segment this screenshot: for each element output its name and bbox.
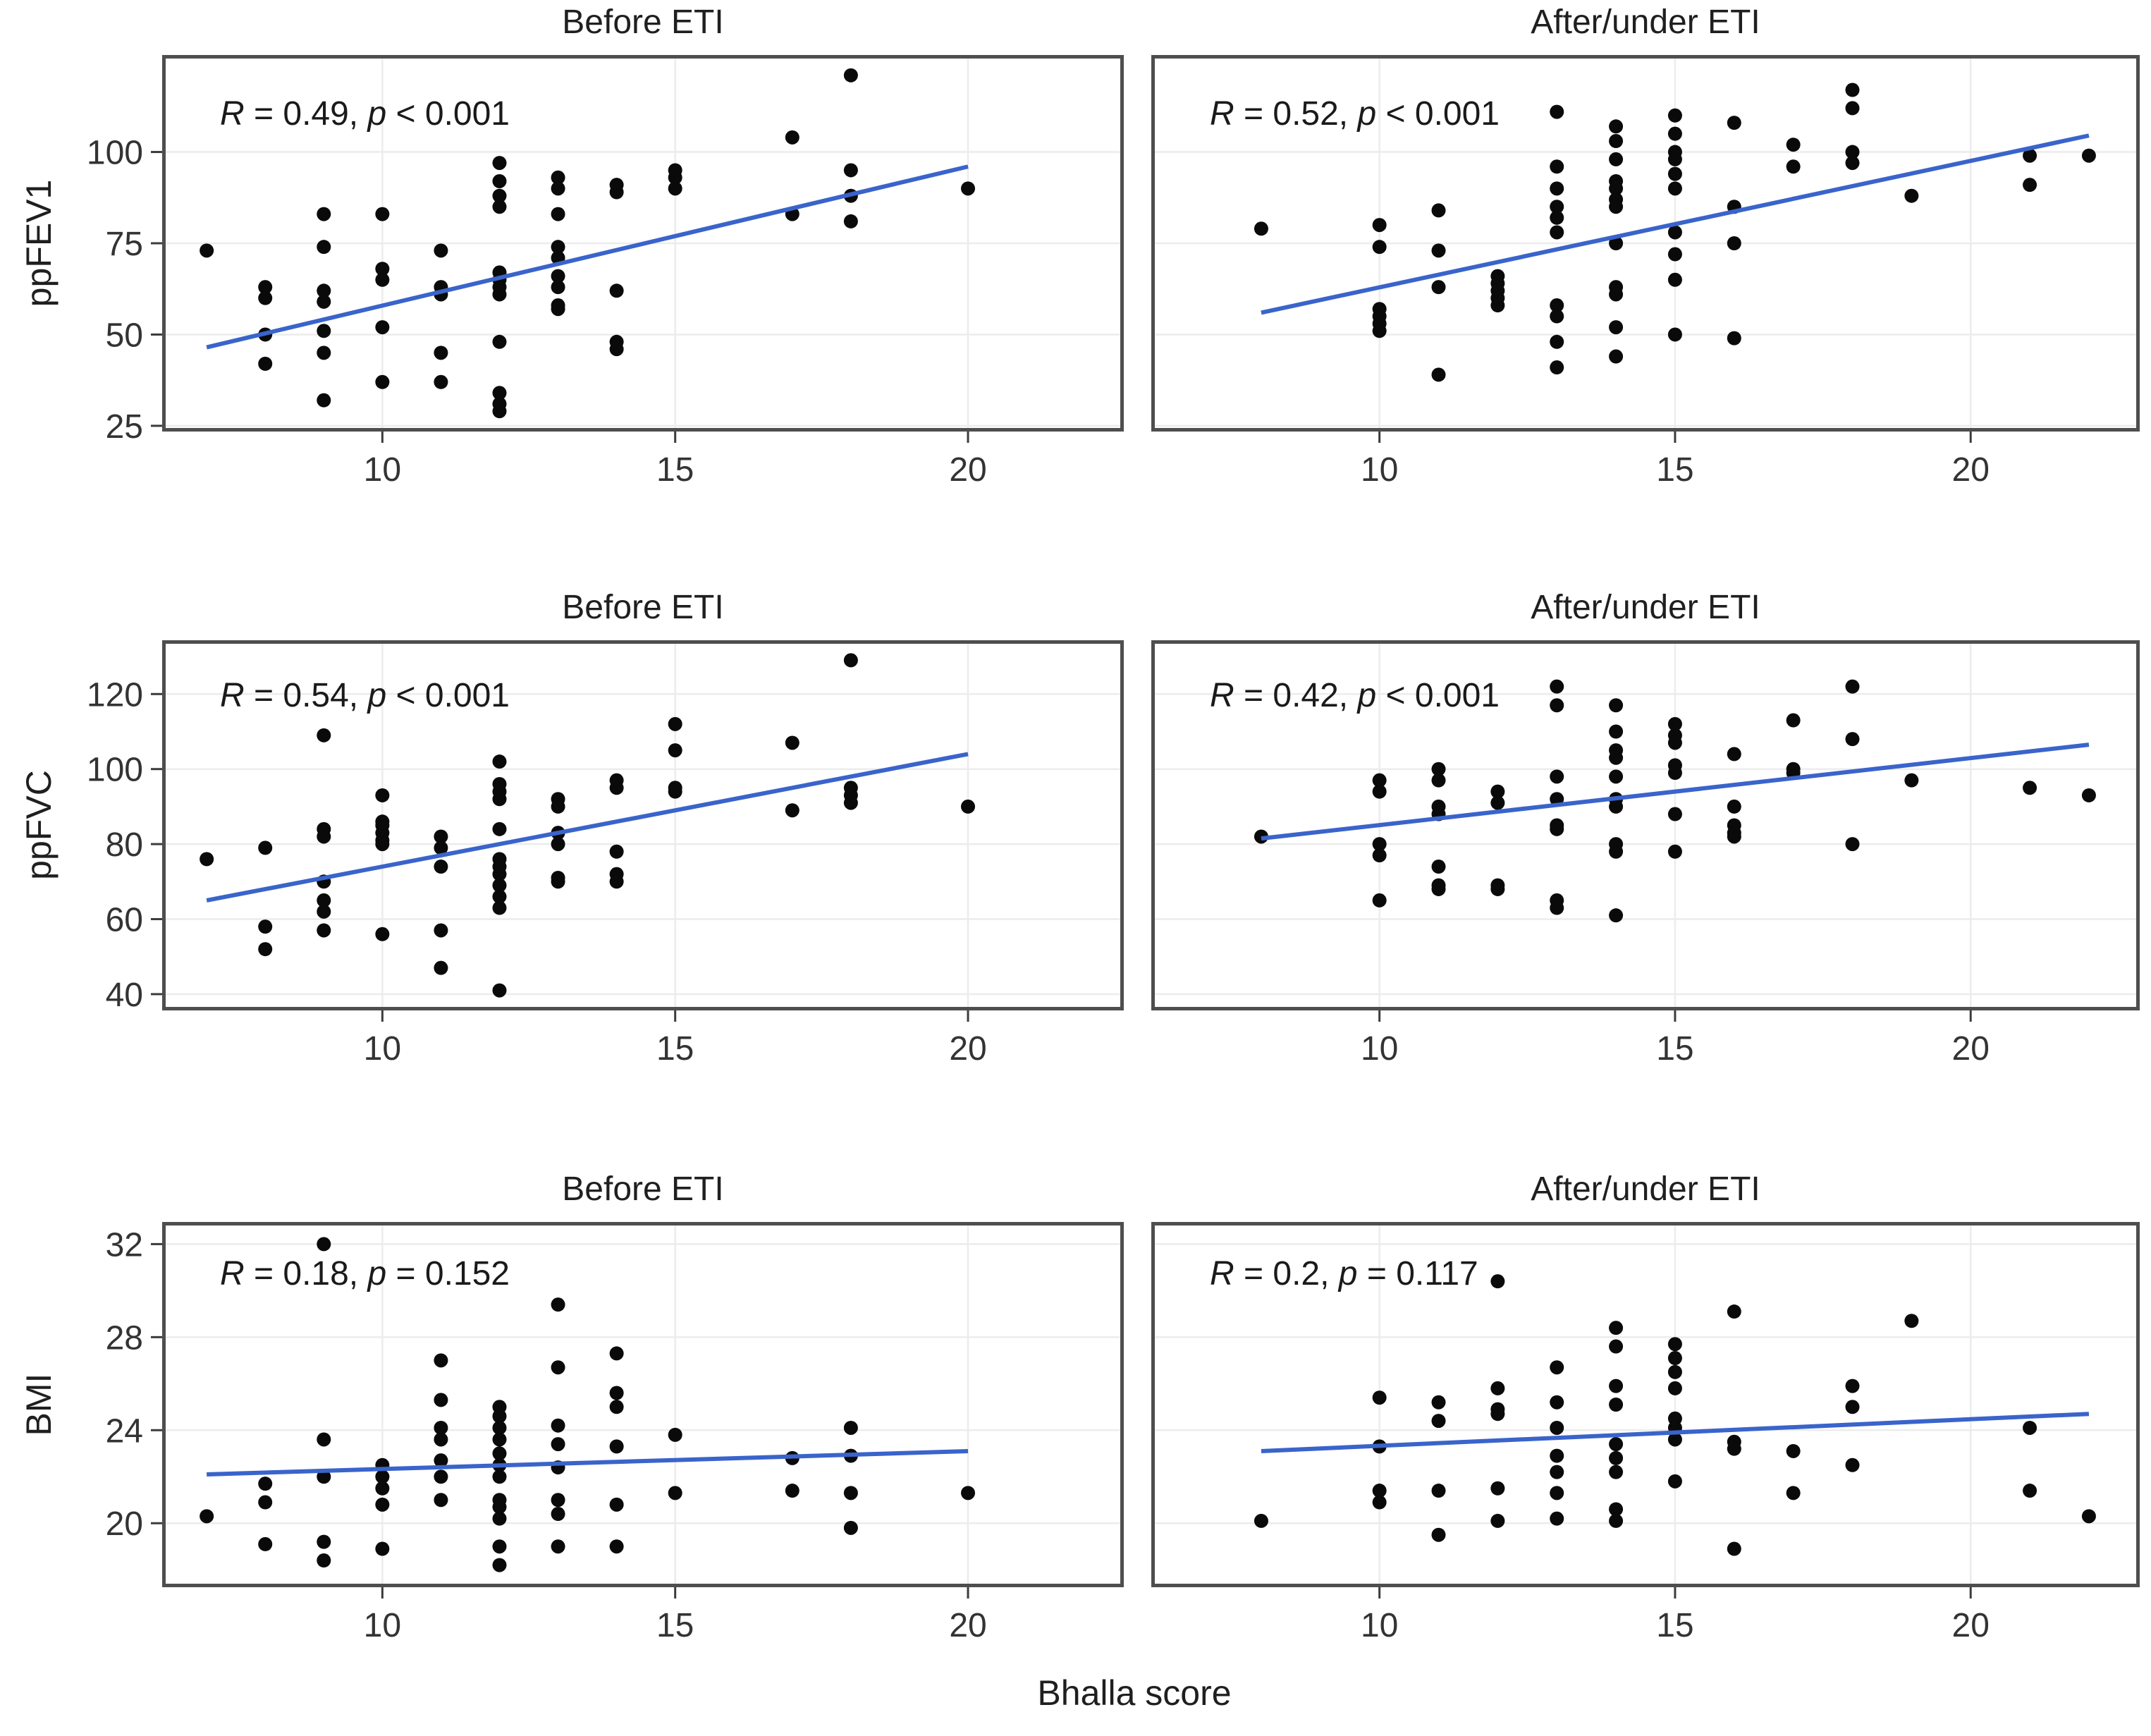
data-points [1254,1274,2096,1556]
gridlines [1155,644,2136,1007]
scatter-panel-ppfvc-before: 10 15 20 40 60 80 100 120 [87,640,1124,1068]
svg-text:50: 50 [106,317,143,354]
svg-text:15: 15 [656,1030,694,1068]
panel-title: After/under ETI [1531,1170,1760,1208]
scatter-panel-ppfev1-after: 10 15 20 [1151,55,2140,489]
y-axis-label: BMI [19,1373,59,1436]
svg-text:15: 15 [656,451,694,489]
svg-text:20: 20 [949,1030,986,1068]
y-tick-labels: 40 60 80 100 120 [87,676,162,1014]
data-points [200,653,976,998]
correlation-annotation: R = 0.52, p < 0.001 [1210,95,1500,133]
panel-title: After/under ETI [1531,589,1760,626]
svg-text:120: 120 [87,676,143,714]
correlation-annotation: R = 0.49, p < 0.001 [220,95,510,133]
correlation-annotation: R = 0.42, p < 0.001 [1210,677,1500,714]
scatter-plot-svg: 10 15 20 25 50 75 100 [87,59,1120,489]
data-points [1254,82,2096,382]
scatter-plot-svg: 10 15 20 [1155,59,2136,489]
svg-text:10: 10 [364,451,401,489]
trend-line [1261,742,2090,841]
panel-title: Before ETI [562,1170,724,1208]
data-points [1254,679,2096,923]
svg-text:15: 15 [1656,1607,1693,1644]
svg-text:20: 20 [949,451,986,489]
svg-text:15: 15 [656,1607,694,1644]
svg-text:20: 20 [106,1505,143,1543]
scatter-plot-svg: 10 15 20 [1155,1225,2136,1644]
x-tick-labels: 10 15 20 [1361,1587,1990,1644]
x-axis-label: Bhalla score [1037,1673,1232,1713]
panel-title: Before ETI [562,4,724,41]
svg-text:10: 10 [364,1607,401,1644]
svg-text:10: 10 [1361,451,1398,489]
svg-text:25: 25 [106,408,143,446]
correlation-annotation: R = 0.54, p < 0.001 [220,677,510,714]
x-tick-labels: 10 15 20 [364,1010,987,1068]
svg-text:60: 60 [106,902,143,939]
svg-text:10: 10 [364,1030,401,1068]
svg-text:15: 15 [1656,1030,1693,1068]
scatter-plot-svg: 10 15 20 20 24 28 32 [106,1225,1120,1644]
gridlines [166,644,1120,1007]
svg-text:10: 10 [1361,1030,1398,1068]
svg-text:75: 75 [106,226,143,263]
x-tick-labels: 10 15 20 [1361,1010,1990,1068]
x-tick-labels: 10 15 20 [1361,432,1990,489]
svg-text:10: 10 [1361,1607,1398,1644]
svg-text:20: 20 [1952,1030,1990,1068]
svg-text:100: 100 [87,752,143,789]
svg-text:40: 40 [106,977,143,1014]
svg-text:20: 20 [1952,451,1990,489]
x-tick-labels: 10 15 20 [364,1587,987,1644]
panel-title: Before ETI [562,589,724,626]
scatter-plot-svg: 10 15 20 [1155,644,2136,1068]
svg-text:100: 100 [87,135,143,172]
x-tick-labels: 10 15 20 [364,432,987,489]
svg-text:20: 20 [949,1607,986,1644]
trend-line [206,752,969,903]
y-tick-labels: 25 50 75 100 [87,135,162,446]
svg-text:32: 32 [106,1226,143,1264]
trend-line [1261,133,2090,315]
trend-line [207,1448,969,1477]
svg-text:15: 15 [1656,451,1693,489]
y-axis-label: ppFEV1 [19,179,59,307]
scatter-panel-ppfev1-before: 10 15 20 25 50 75 100 [87,55,1124,489]
correlation-annotation: R = 0.2, p = 0.117 [1210,1255,1478,1292]
svg-text:28: 28 [106,1319,143,1357]
gridlines [1155,1225,2136,1584]
scatter-panel-bmi-after: 10 15 20 [1151,1222,2140,1644]
correlation-annotation: R = 0.18, p = 0.152 [220,1255,510,1292]
data-points [200,1237,976,1572]
trend-line [206,164,969,350]
y-tick-labels: 20 24 28 32 [106,1226,162,1543]
svg-text:20: 20 [1952,1607,1990,1644]
panel-title: After/under ETI [1531,4,1760,41]
scatter-panel-ppfvc-after: 10 15 20 [1151,640,2140,1068]
scatter-panel-bmi-before: 10 15 20 20 24 28 32 [106,1222,1124,1644]
svg-text:24: 24 [106,1412,143,1450]
scatter-plot-svg: 10 15 20 40 60 80 100 120 [87,644,1120,1068]
y-axis-label: ppFVC [19,770,59,880]
trend-line [1261,1412,2090,1453]
svg-text:80: 80 [106,826,143,864]
